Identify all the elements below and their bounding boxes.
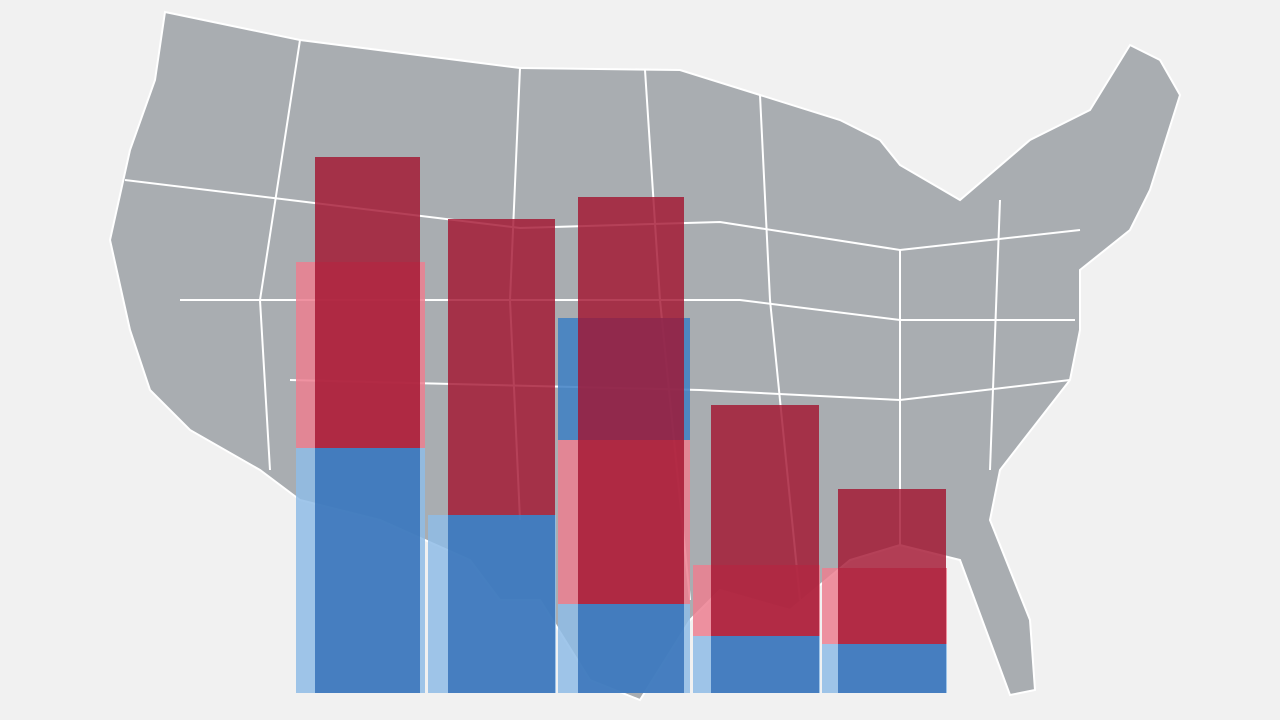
- bar-segment: [838, 644, 946, 693]
- bar-segment: [448, 515, 555, 693]
- bar-segment: [578, 604, 684, 693]
- bar-segment: [711, 636, 819, 693]
- bar-segment: [315, 157, 420, 448]
- bar-segment: [315, 448, 420, 693]
- bar-segment: [448, 219, 555, 515]
- bar-segment: [838, 489, 946, 644]
- bar-segment: [578, 197, 684, 604]
- bars: [296, 157, 947, 693]
- bar-segment: [711, 405, 819, 636]
